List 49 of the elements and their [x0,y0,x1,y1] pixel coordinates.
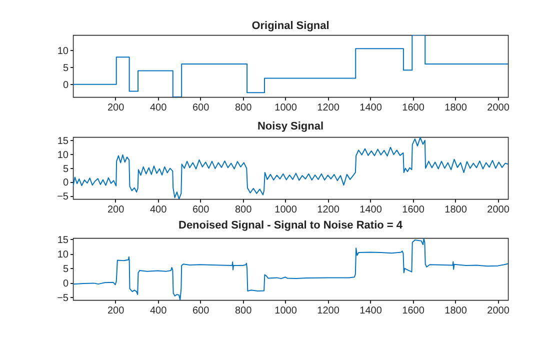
y-tick-label: −5 [57,292,69,304]
x-tick-label: 1400 [360,204,382,216]
y-tick-label: 0 [62,80,69,91]
y-tick-label: 15 [57,136,69,147]
x-tick-label: 600 [192,306,210,316]
x-tick-label: 400 [150,204,168,216]
x-tick-label: 2000 [487,102,510,114]
x-tick-label: 1400 [360,306,382,316]
x-tick-label: 1800 [444,204,468,216]
y-tick-label: −5 [57,192,69,203]
chart-title: Original Signal [252,20,330,32]
y-tick-label: 15 [57,234,69,246]
chart-title: Noisy Signal [257,120,324,132]
y-tick-label: 10 [57,249,69,260]
x-tick-label: 200 [107,102,125,114]
y-tick-label: 5 [62,264,69,275]
y-tick-label: 5 [62,62,69,74]
x-tick-label: 2000 [487,306,510,316]
y-tick-label: 0 [62,178,69,189]
x-tick-label: 1800 [444,102,468,114]
x-tick-label: 1400 [360,102,382,114]
x-tick-label: 1200 [317,306,340,316]
y-tick-label: 5 [62,164,69,175]
x-tick-label: 1000 [274,102,298,114]
x-tick-label: 1600 [402,306,425,316]
chart-title: Denoised Signal - Signal to Noise Ratio = 4 [178,219,404,232]
x-tick-label: 1800 [444,306,468,316]
line-series [73,238,508,300]
y-tick-label: 10 [57,150,69,161]
x-tick-label: 1600 [402,204,425,216]
line-series [73,35,508,97]
x-tick-label: 800 [234,102,252,114]
x-tick-label: 1600 [402,102,425,114]
x-tick-label: 600 [192,102,210,114]
x-tick-label: 200 [107,306,125,316]
x-tick-label: 800 [234,306,252,316]
x-tick-label: 1000 [274,306,298,316]
x-tick-label: 2000 [487,204,510,216]
x-tick-label: 1200 [317,102,340,114]
y-tick-label: 10 [57,46,69,57]
x-tick-label: 1000 [274,204,298,216]
x-tick-label: 400 [150,306,168,316]
line-series [73,137,508,199]
x-tick-label: 600 [192,204,210,216]
x-tick-label: 800 [234,204,252,216]
x-tick-label: 400 [150,102,168,114]
x-tick-label: 200 [107,204,125,216]
x-tick-label: 1200 [317,204,340,216]
y-tick-label: 0 [62,278,69,290]
